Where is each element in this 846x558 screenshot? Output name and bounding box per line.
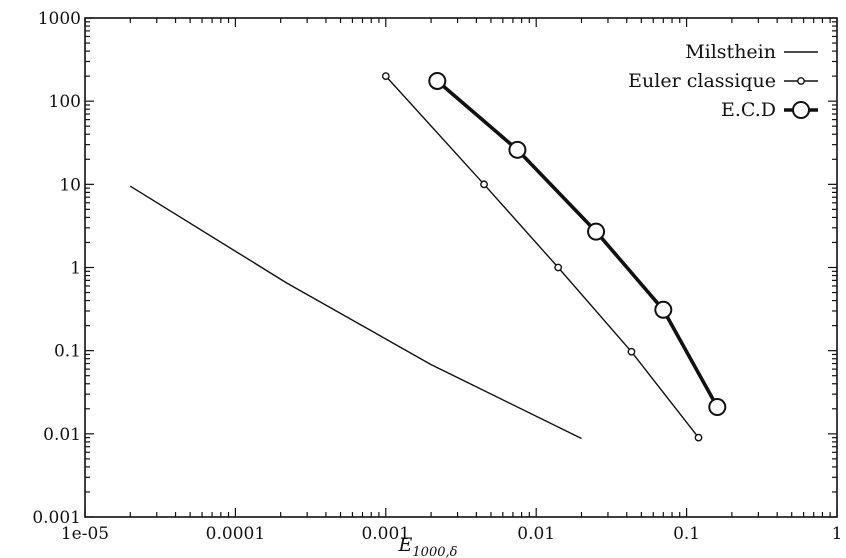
data-point-e-c-d bbox=[428, 71, 447, 90]
data-point-euler-classique bbox=[694, 433, 703, 442]
series-line-milsthein bbox=[129, 185, 582, 440]
legend-marker-euler-classique bbox=[797, 77, 805, 85]
y-tick-label: 0.01 bbox=[43, 425, 81, 445]
y-tick-label: 0.1 bbox=[54, 342, 81, 362]
y-tick-label: 0.001 bbox=[32, 508, 81, 528]
data-point-e-c-d bbox=[654, 300, 673, 319]
x-tick-label: 0.01 bbox=[517, 524, 555, 544]
legend: Milsthein Euler classique E.C.D bbox=[628, 41, 818, 121]
y-tick-label: 1000 bbox=[38, 9, 81, 29]
data-point-e-c-d bbox=[708, 398, 727, 417]
x-tick-label: 1e-05 bbox=[61, 524, 109, 544]
data-point-euler-classique bbox=[627, 347, 636, 356]
y-tick-label: 100 bbox=[49, 92, 81, 112]
legend-label-e-c-d: E.C.D bbox=[721, 99, 776, 121]
legend-marker-e-c-d bbox=[792, 101, 810, 119]
x-axis-label-main: E bbox=[398, 534, 413, 556]
x-tick-label: 0.1 bbox=[673, 524, 700, 544]
data-point-euler-classique bbox=[381, 72, 390, 81]
data-point-euler-classique bbox=[554, 263, 563, 272]
legend-label-euler-classique: Euler classique bbox=[628, 70, 776, 92]
series-line-euler-classique bbox=[385, 75, 700, 439]
data-point-e-c-d bbox=[587, 222, 606, 241]
y-tick-label: 10 bbox=[59, 175, 81, 195]
x-axis-label: E1000,δ bbox=[398, 534, 458, 558]
data-point-euler-classique bbox=[480, 180, 488, 189]
x-axis-label-sub: 1000,δ bbox=[412, 545, 457, 558]
data-point-e-c-d bbox=[508, 140, 527, 159]
y-tick-label: 1 bbox=[70, 259, 81, 279]
x-tick-label: 0.001 bbox=[361, 524, 410, 544]
x-axis-ticks: 1e-05 0.0001 0.001 0.01 0.1 1 bbox=[61, 18, 843, 544]
series-line-e-c-d bbox=[436, 79, 719, 408]
x-tick-label: 1 bbox=[832, 524, 843, 544]
y-axis-ticks: 0.001 0.01 0.1 1 10 100 1000 bbox=[32, 9, 837, 528]
series-layer bbox=[129, 71, 727, 442]
legend-label-milsthein: Milsthein bbox=[685, 41, 776, 63]
plot-frame bbox=[84, 17, 838, 518]
x-tick-label: 0.0001 bbox=[206, 524, 265, 544]
